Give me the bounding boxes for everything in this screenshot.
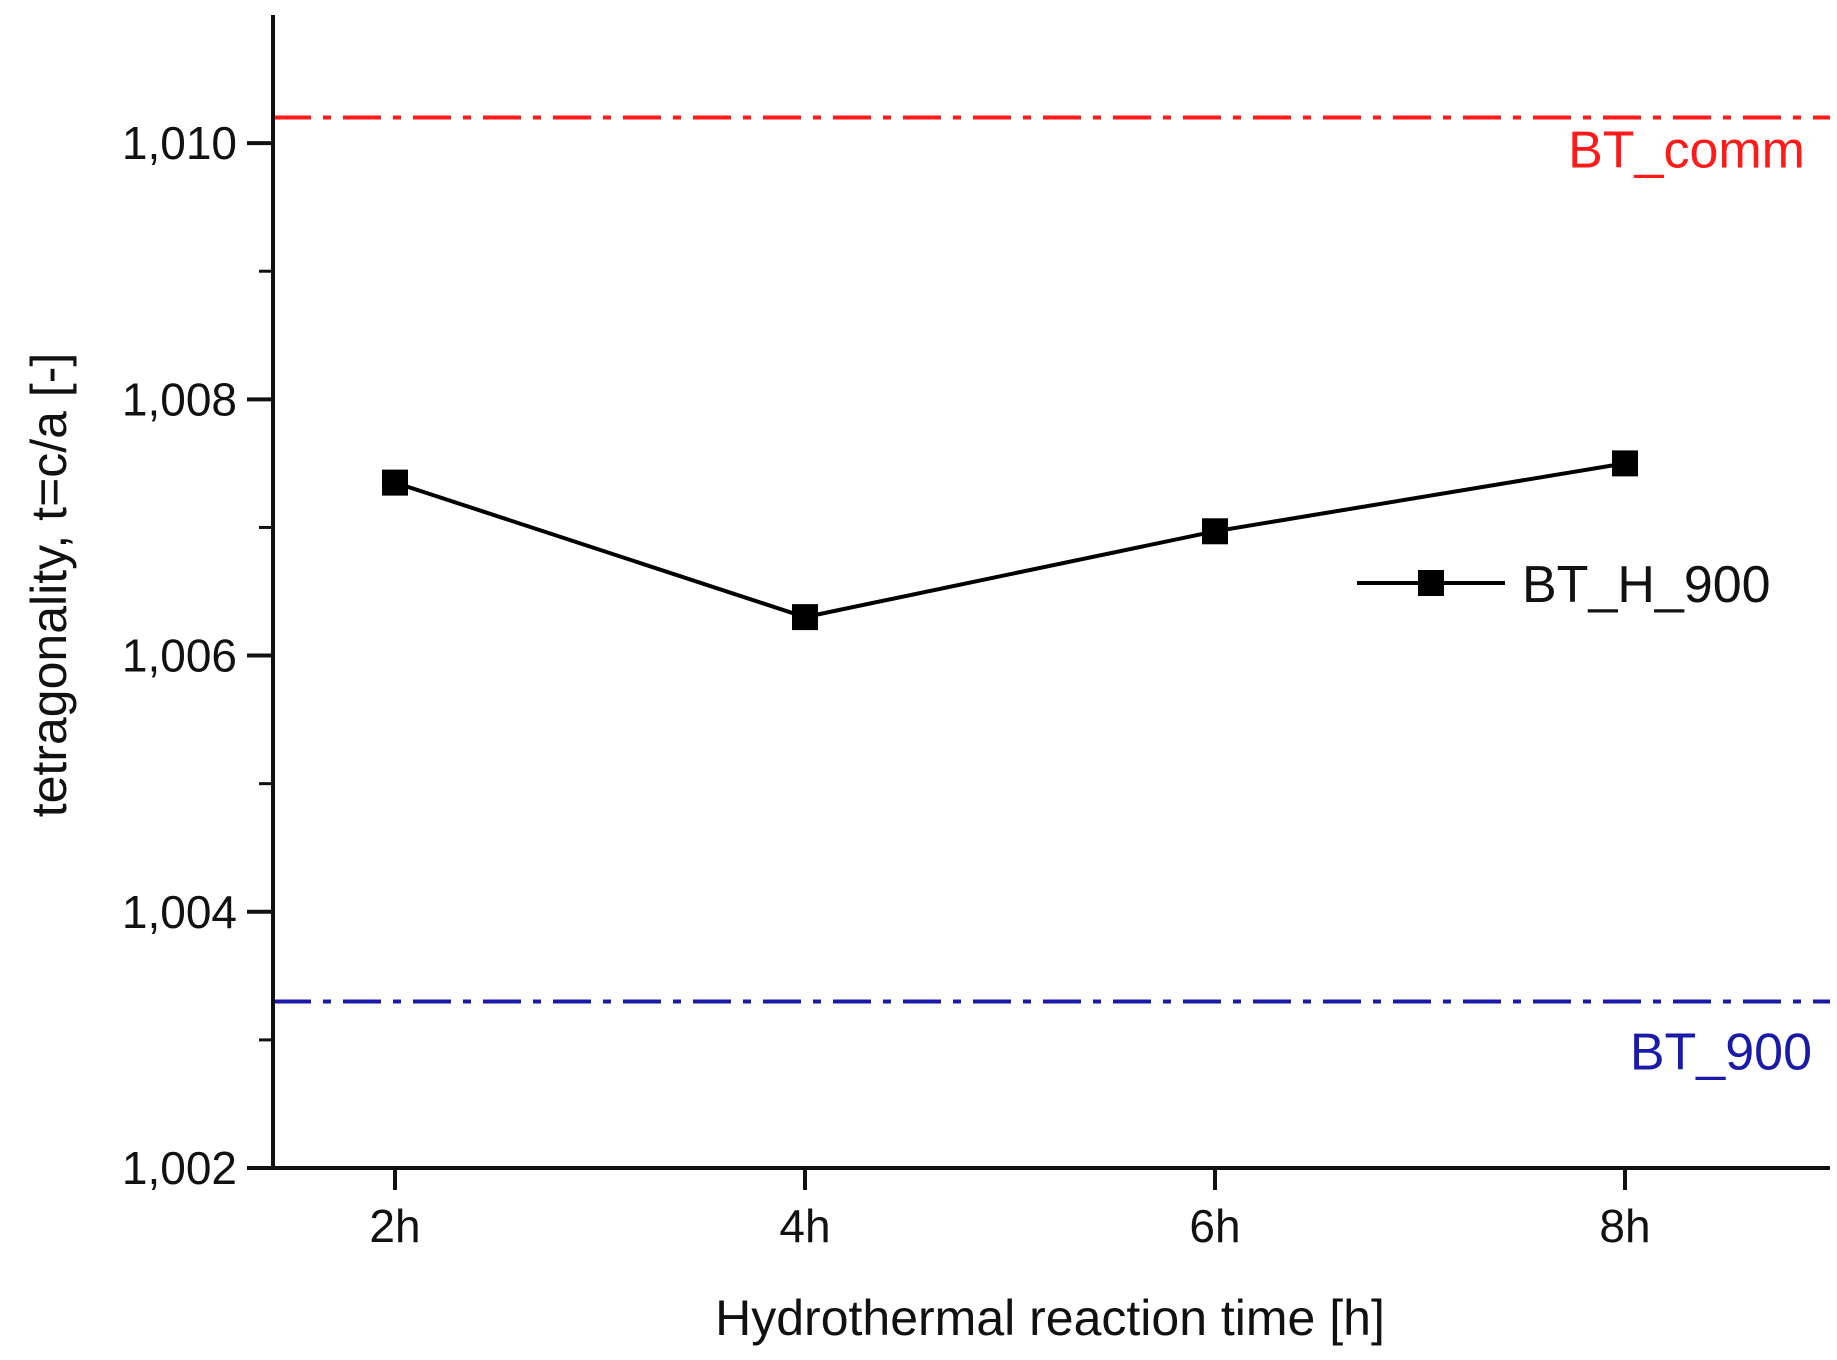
y-tick-label: 1,010 (122, 117, 237, 169)
x-tick-label: 2h (369, 1200, 420, 1252)
series-line-bt-h-900 (394, 461, 1626, 620)
data-point-marker (792, 604, 818, 631)
y-tick-label: 1,008 (122, 373, 237, 425)
reference-label-bt-comm: BT_comm (1568, 121, 1805, 179)
x-tick-label: 4h (779, 1200, 830, 1252)
reference-lines-layer: BT_comm BT_900 (273, 115, 1830, 1081)
legend-marker (1418, 570, 1444, 596)
data-point-marker (1612, 450, 1638, 477)
y-tick-label: 1,004 (122, 886, 237, 938)
x-tick-label: 8h (1599, 1200, 1650, 1252)
legend-label: BT_H_900 (1522, 556, 1771, 614)
y-tick-label: 1,002 (122, 1142, 237, 1194)
x-tick-label: 6h (1189, 1200, 1240, 1252)
y-tick-label: 1,006 (122, 630, 237, 682)
axes-layer: 1,002 1,004 1,006 1,008 1,010 2h 4h 6h 8h (122, 15, 1830, 1252)
x-axis-title: Hydrothermal reaction time [h] (715, 1290, 1385, 1346)
data-point-marker (1202, 518, 1228, 545)
series-layer (382, 450, 1638, 631)
reference-label-bt-900: BT_900 (1630, 1023, 1812, 1081)
y-axis-title: tetragonality, t=c/a [-] (21, 353, 77, 818)
data-point-marker (382, 469, 408, 496)
legend: BT_H_900 (1357, 556, 1771, 614)
